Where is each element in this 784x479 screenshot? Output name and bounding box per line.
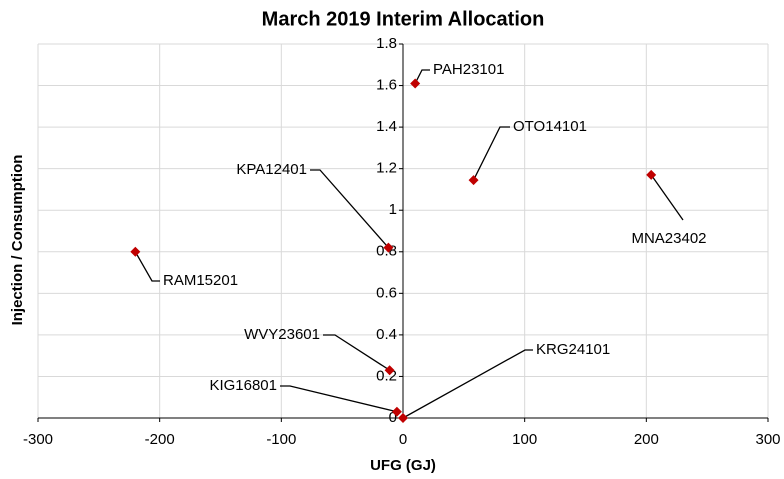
leader-line	[650, 174, 684, 221]
x-tick-label: -200	[145, 431, 175, 448]
point-label: PAH23101	[433, 61, 504, 78]
y-tick-label: 0.4	[376, 326, 397, 343]
y-tick-label: 0	[389, 409, 397, 426]
point-label: RAM15201	[163, 272, 238, 289]
y-tick-label: 1.2	[376, 160, 397, 177]
marker	[468, 175, 479, 186]
point-label: KRG24101	[536, 341, 610, 358]
leader-line	[414, 69, 430, 84]
point-label: OTO14101	[513, 118, 587, 135]
y-tick-label: 1	[389, 201, 397, 218]
y-axis-title: Injection / Consumption	[9, 155, 26, 326]
marker	[384, 365, 395, 376]
x-axis-title: UFG (GJ)	[370, 457, 436, 474]
leader-line	[280, 385, 398, 413]
point-label: KIG16801	[209, 377, 277, 394]
x-tick-label: 100	[512, 431, 537, 448]
marker	[646, 169, 657, 180]
x-tick-label: -100	[266, 431, 296, 448]
marker	[391, 406, 402, 417]
leader-line	[134, 251, 160, 282]
point-label: KPA12401	[236, 161, 307, 178]
leader-line	[472, 126, 510, 181]
x-tick-label: 200	[634, 431, 659, 448]
x-tick-label: 300	[755, 431, 780, 448]
marker	[383, 242, 394, 253]
leader-line	[402, 349, 533, 419]
x-tick-label: -300	[23, 431, 53, 448]
marker	[398, 413, 408, 423]
y-tick-label: 0.6	[376, 284, 397, 301]
y-tick-label: 1.8	[376, 35, 397, 52]
marker	[130, 246, 141, 257]
y-tick-label: 1.4	[376, 118, 397, 135]
x-tick-label: 0	[399, 431, 407, 448]
leader-line	[323, 334, 390, 371]
y-tick-label: 1.6	[376, 77, 397, 94]
point-label: MNA23402	[631, 230, 706, 247]
chart-title: March 2019 Interim Allocation	[262, 8, 545, 30]
leader-line	[310, 169, 389, 249]
point-label: WVY23601	[244, 326, 320, 343]
marker	[410, 78, 421, 89]
